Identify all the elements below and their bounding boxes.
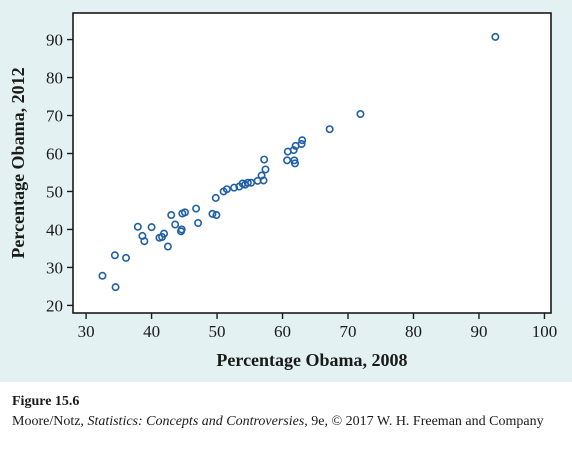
y-tick-label: 30 bbox=[46, 258, 63, 277]
data-point bbox=[290, 159, 299, 168]
data-point bbox=[140, 237, 149, 246]
data-point bbox=[194, 219, 203, 228]
x-tick-label: 40 bbox=[143, 322, 160, 341]
scatter-plot: 30 40 50 60 70 80 90 100 20 30 40 50 60 70 80 90 Perce… bbox=[8, 12, 558, 370]
data-point bbox=[192, 204, 201, 213]
data-point bbox=[212, 211, 221, 220]
y-tick-label: 50 bbox=[46, 182, 63, 201]
data-point bbox=[243, 178, 252, 187]
x-tick-label: 100 bbox=[532, 322, 558, 341]
data-point bbox=[230, 183, 239, 192]
x-tick-label: 30 bbox=[78, 322, 95, 341]
x-tick-label: 60 bbox=[274, 322, 291, 341]
x-tick-label: 70 bbox=[340, 322, 357, 341]
data-point bbox=[289, 146, 298, 155]
data-point bbox=[325, 125, 334, 134]
data-point bbox=[177, 225, 186, 234]
x-tick-label: 90 bbox=[470, 322, 487, 341]
x-axis: 30 40 50 60 70 80 90 100 bbox=[78, 313, 558, 341]
x-tick-label: 80 bbox=[405, 322, 422, 341]
data-point bbox=[298, 136, 307, 145]
data-point bbox=[222, 185, 231, 194]
data-point bbox=[111, 283, 120, 292]
data-point bbox=[98, 271, 107, 280]
data-point bbox=[259, 176, 268, 185]
data-point bbox=[356, 110, 365, 119]
book-title: Statistics: Concepts and Controversies bbox=[87, 414, 305, 429]
y-tick-label: 20 bbox=[46, 296, 63, 315]
credit-suffix: , 9e, © 2017 W. H. Freeman and Company bbox=[304, 414, 544, 429]
data-point bbox=[160, 229, 169, 238]
credit-prefix: Moore/Notz, bbox=[12, 414, 88, 429]
data-point bbox=[110, 251, 119, 260]
data-point bbox=[147, 223, 156, 232]
data-point bbox=[261, 165, 270, 174]
y-axis-title: Percentage Obama, 2012 bbox=[8, 67, 28, 258]
data-point bbox=[283, 156, 292, 165]
plot-area bbox=[72, 12, 552, 314]
caption: Figure 15.6 Moore/Notz, Statistics: Conc… bbox=[0, 382, 572, 456]
y-tick-label: 70 bbox=[46, 107, 63, 126]
data-point bbox=[167, 211, 176, 220]
data-point bbox=[208, 209, 217, 218]
figure-credit: Moore/Notz, Statistics: Concepts and Con… bbox=[12, 413, 560, 431]
data-point bbox=[133, 222, 142, 231]
x-tick-label: 50 bbox=[209, 322, 226, 341]
data-point bbox=[297, 140, 306, 149]
y-tick-label: 40 bbox=[46, 220, 63, 239]
data-point bbox=[260, 155, 269, 164]
data-point bbox=[122, 253, 131, 262]
data-point bbox=[163, 242, 172, 251]
data-points bbox=[98, 32, 500, 292]
figure-panel: 30 40 50 60 70 80 90 100 20 30 40 50 60 70 80 90 Perce… bbox=[0, 0, 572, 382]
data-point bbox=[171, 220, 180, 229]
y-axis: 20 30 40 50 60 70 80 90 bbox=[46, 31, 73, 315]
y-tick-label: 60 bbox=[46, 145, 63, 164]
data-point bbox=[211, 193, 220, 202]
figure-label: Figure 15.6 bbox=[12, 394, 80, 409]
y-tick-label: 80 bbox=[46, 69, 63, 88]
data-point bbox=[180, 208, 189, 217]
data-point bbox=[491, 32, 500, 41]
x-axis-title: Percentage Obama, 2008 bbox=[216, 350, 407, 370]
y-tick-label: 90 bbox=[46, 31, 63, 50]
